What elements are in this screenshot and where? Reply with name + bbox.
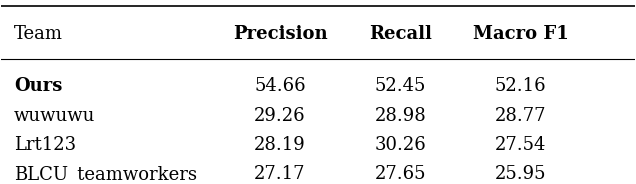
Text: 27.17: 27.17 — [254, 165, 306, 183]
Text: Recall: Recall — [369, 25, 432, 43]
Text: 52.16: 52.16 — [495, 77, 546, 95]
Text: Lrt123: Lrt123 — [14, 136, 76, 154]
Text: 28.19: 28.19 — [254, 136, 306, 154]
Text: Macro F1: Macro F1 — [473, 25, 569, 43]
Text: 54.66: 54.66 — [254, 77, 306, 95]
Text: 28.77: 28.77 — [495, 107, 546, 125]
Text: 29.26: 29.26 — [254, 107, 306, 125]
Text: 27.65: 27.65 — [375, 165, 426, 183]
Text: 52.45: 52.45 — [375, 77, 426, 95]
Text: wuwuwu: wuwuwu — [14, 107, 95, 125]
Text: Team: Team — [14, 25, 63, 43]
Text: 25.95: 25.95 — [495, 165, 546, 183]
Text: 27.54: 27.54 — [495, 136, 546, 154]
Text: 28.98: 28.98 — [375, 107, 426, 125]
Text: 30.26: 30.26 — [375, 136, 426, 154]
Text: Precision: Precision — [233, 25, 328, 43]
Text: BLCU_teamworkers: BLCU_teamworkers — [14, 165, 197, 184]
Text: Ours: Ours — [14, 77, 62, 95]
